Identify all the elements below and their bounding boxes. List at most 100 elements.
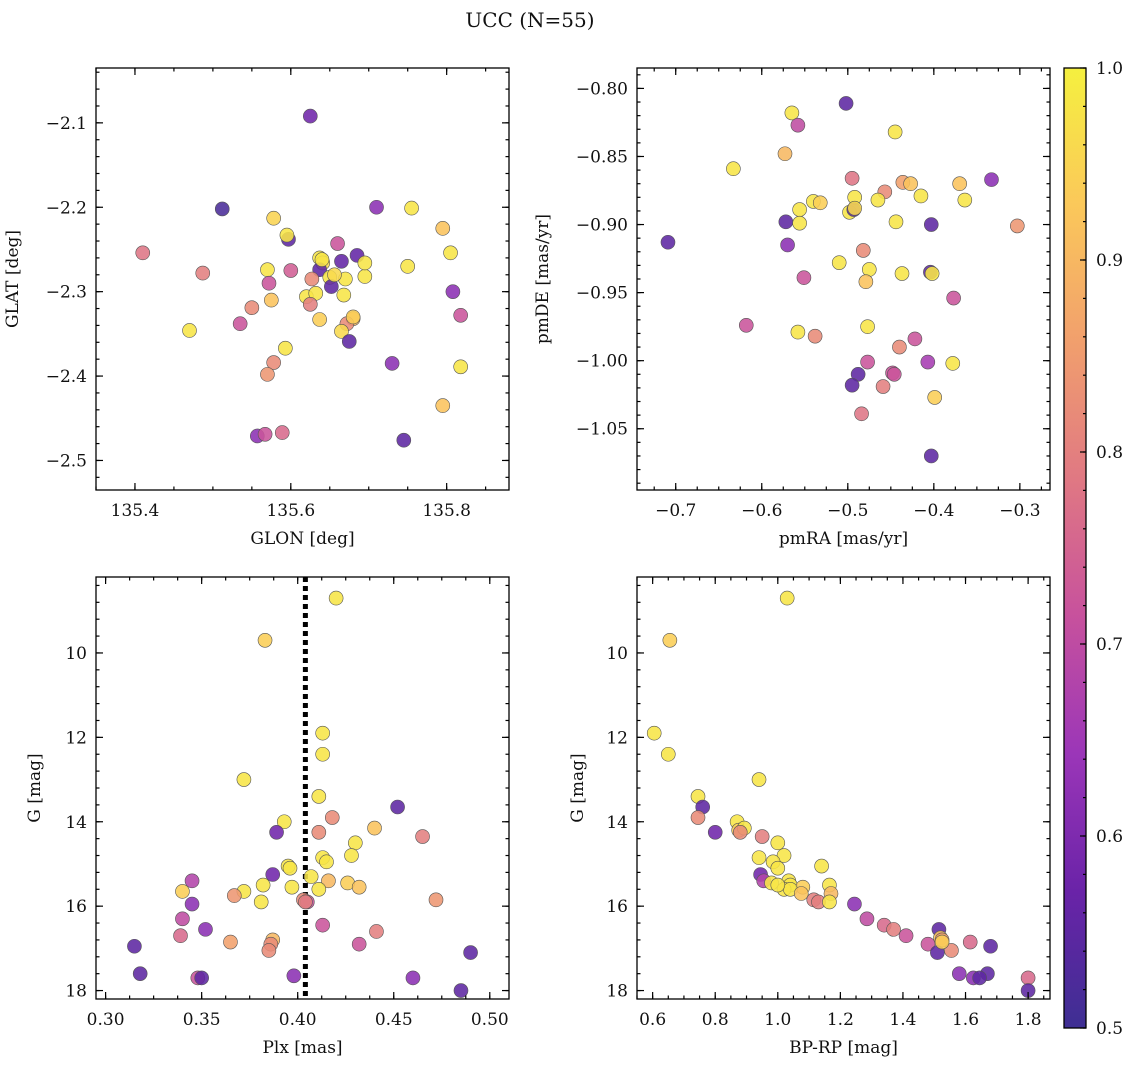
data-point (945, 356, 961, 371)
data-point (135, 245, 151, 261)
data-point (405, 970, 421, 986)
y-tick-label: −2.3 (46, 283, 87, 303)
x-tick-label: 0.30 (87, 1010, 125, 1030)
data-point (311, 789, 327, 804)
y-tick-label: 18 (606, 982, 628, 1002)
data-point (311, 825, 327, 840)
data-point (913, 188, 929, 204)
data-point (662, 632, 678, 648)
data-point (132, 966, 148, 981)
x-axis-label: BP-RP [mag] (789, 1038, 898, 1058)
x-tick-label: 135.6 (266, 501, 315, 521)
data-point (265, 867, 281, 882)
panel-glon-glat: 135.4 135.6 135.8 −2.1 −2.2 −2.3 −2.4 −2.5 GLON … (3, 67, 510, 549)
data-point (184, 896, 200, 912)
data-point (738, 317, 754, 333)
data-point (875, 379, 891, 394)
data-point (780, 237, 795, 253)
data-point (367, 820, 382, 836)
data-point (304, 271, 320, 287)
y-axis-label: G [mag] (25, 753, 45, 822)
data-point (400, 259, 415, 274)
data-point (690, 810, 706, 825)
data-point (844, 170, 860, 186)
data-point (898, 928, 914, 944)
data-point (257, 426, 273, 442)
data-point (341, 334, 357, 349)
x-tick-label: 135.8 (422, 501, 471, 521)
x-tick-label: 1.8 (1015, 1010, 1042, 1030)
data-point (435, 398, 451, 413)
colorbar-tick-label: 0.9 (1096, 251, 1123, 271)
data-point (278, 340, 293, 356)
x-axis-label: GLON [deg] (250, 529, 354, 549)
data-point (198, 922, 213, 937)
data-point (244, 300, 260, 315)
y-axis-label: pmDE [mas/yr] (533, 214, 553, 344)
y-tick-label: −0.90 (576, 216, 628, 236)
data-point (770, 835, 786, 851)
y-axis-label: G [mag] (568, 753, 588, 822)
data-point (793, 886, 809, 901)
colorbar-tick-label: 1.0 (1096, 59, 1123, 79)
data-point (260, 262, 275, 278)
data-point (336, 287, 352, 303)
data-point (777, 146, 793, 162)
data-point (324, 810, 340, 825)
data-point (348, 835, 363, 851)
plot-frame (636, 67, 1051, 491)
data-point (327, 267, 342, 283)
colorbar-tick-label: 0.5 (1096, 1019, 1123, 1039)
data-point (282, 860, 298, 876)
y-tick-label: 14 (65, 813, 87, 833)
y-tick-label: 14 (606, 813, 628, 833)
data-point (951, 966, 967, 981)
data-point (284, 879, 300, 895)
data-point (319, 854, 334, 870)
y-tick-label: 12 (65, 728, 87, 748)
data-point (923, 448, 939, 464)
data-point (351, 879, 367, 895)
data-point (328, 590, 344, 606)
y-tick-label: 10 (606, 644, 628, 664)
data-point (453, 983, 469, 998)
plot-frame (636, 576, 1051, 1000)
data-point (236, 772, 252, 787)
data-point (957, 192, 973, 208)
data-point (646, 725, 662, 741)
data-point (847, 896, 862, 912)
data-point (194, 970, 209, 986)
data-point (844, 377, 860, 393)
data-point (334, 324, 349, 339)
colorbar-tick-label: 0.8 (1096, 443, 1123, 463)
y-tick-label: 16 (606, 897, 628, 917)
x-tick-label: 0.50 (471, 1010, 509, 1030)
data-point (357, 269, 373, 284)
data-point (946, 290, 961, 306)
data-point (264, 292, 279, 308)
data-point (344, 848, 359, 863)
y-tick-label: 10 (65, 644, 87, 664)
data-point (269, 825, 284, 840)
figure-title: UCC (N=55) (465, 8, 594, 32)
data-point (314, 252, 330, 267)
data-point (175, 911, 190, 927)
data-point (1010, 218, 1025, 234)
data-point (770, 877, 786, 893)
data-point (351, 936, 367, 952)
data-point (792, 202, 807, 217)
data-point (927, 390, 943, 405)
y-tick-label: 12 (606, 728, 628, 748)
data-point (298, 894, 313, 910)
data-point (227, 888, 242, 903)
x-tick-label: 0.6 (639, 1010, 666, 1030)
x-tick-label: −0.4 (913, 501, 954, 521)
x-tick-label: 1.6 (952, 1010, 979, 1030)
data-point (822, 894, 837, 910)
data-point (415, 829, 430, 844)
data-point (776, 848, 792, 863)
data-point (1020, 970, 1036, 986)
data-point (311, 881, 327, 897)
data-point (859, 911, 875, 927)
